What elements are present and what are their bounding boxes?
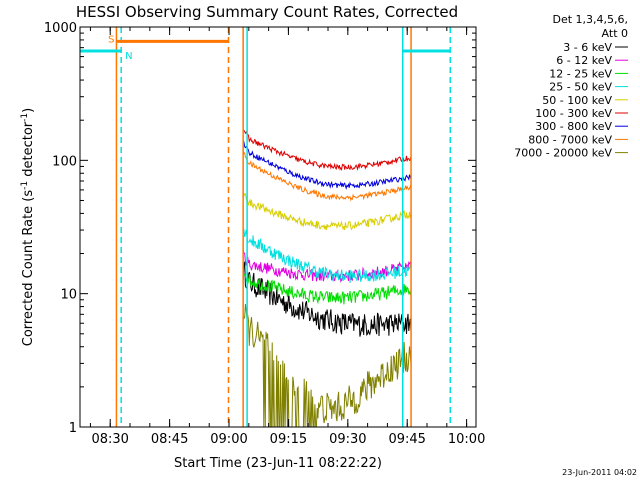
x-tick-label: 09:00 xyxy=(210,432,247,447)
series-line xyxy=(242,191,412,231)
legend-entry-label: 6 - 12 keV xyxy=(556,54,612,67)
plot-series-layer xyxy=(242,129,412,428)
y-axis-label-mid: detector xyxy=(21,121,36,181)
x-tick-label: 10:00 xyxy=(448,432,485,447)
flag-label-n: N xyxy=(125,51,132,62)
series-line xyxy=(242,140,412,190)
series-line xyxy=(242,228,412,283)
flag-label: S xyxy=(108,34,114,45)
x-tick-label: 08:30 xyxy=(91,432,128,447)
legend-entry-label: 800 - 7000 keV xyxy=(528,133,612,146)
legend-entry-label: 7000 - 20000 keV xyxy=(514,147,612,160)
legend-entry-label: 50 - 100 keV xyxy=(542,94,612,107)
x-axis-label: Start Time (23-Jun-11 08:22:22) xyxy=(174,456,382,471)
y-axis-label-sup2: -1 xyxy=(20,113,30,122)
x-tick-label: 08:45 xyxy=(151,432,188,447)
legend-header-line-1: Det 1,3,4,5,6, xyxy=(552,13,628,26)
legend-header-line-2: Att 0 xyxy=(602,27,628,40)
x-axis: 08:30 08:45 09:00 09:15 09:30 09:45 10:00 xyxy=(89,27,485,447)
y-axis-label-end: ) xyxy=(21,108,36,113)
y-axis-label-main: Corrected Count Rate (s xyxy=(21,190,36,347)
legend-entry-label: 12 - 25 keV xyxy=(549,67,612,80)
footer-timestamp: 23-Jun-2011 04:02 xyxy=(562,468,637,477)
series-line xyxy=(243,129,412,172)
legend-entry-label: 100 - 300 keV xyxy=(535,107,612,120)
series-line xyxy=(242,249,412,283)
x-tick-label: 09:30 xyxy=(329,432,366,447)
y-tick-label: 1 xyxy=(69,421,77,436)
chart-title: HESSI Observing Summary Count Rates, Cor… xyxy=(76,3,458,21)
y-tick-label: 100 xyxy=(52,154,77,169)
legend-entry-label: 300 - 800 keV xyxy=(535,120,612,133)
series-line xyxy=(242,303,412,428)
y-axis: 1 10 100 1000 xyxy=(44,21,476,436)
series-line xyxy=(242,150,412,202)
x-tick-label: 09:45 xyxy=(388,432,425,447)
y-axis-label-sup1: -1 xyxy=(20,181,30,190)
legend-entry-label: 25 - 50 keV xyxy=(549,81,612,94)
y-axis-label: Corrected Count Rate (s-1 detector-1) xyxy=(20,108,36,346)
plot-markers-layer: SN xyxy=(80,27,452,427)
x-tick-label: 09:15 xyxy=(270,432,307,447)
plot-frame xyxy=(79,26,477,428)
y-tick-label: 10 xyxy=(60,288,77,303)
legend-entry-label: 3 - 6 keV xyxy=(563,41,612,54)
series-line xyxy=(242,272,412,305)
y-tick-label: 1000 xyxy=(44,21,77,36)
